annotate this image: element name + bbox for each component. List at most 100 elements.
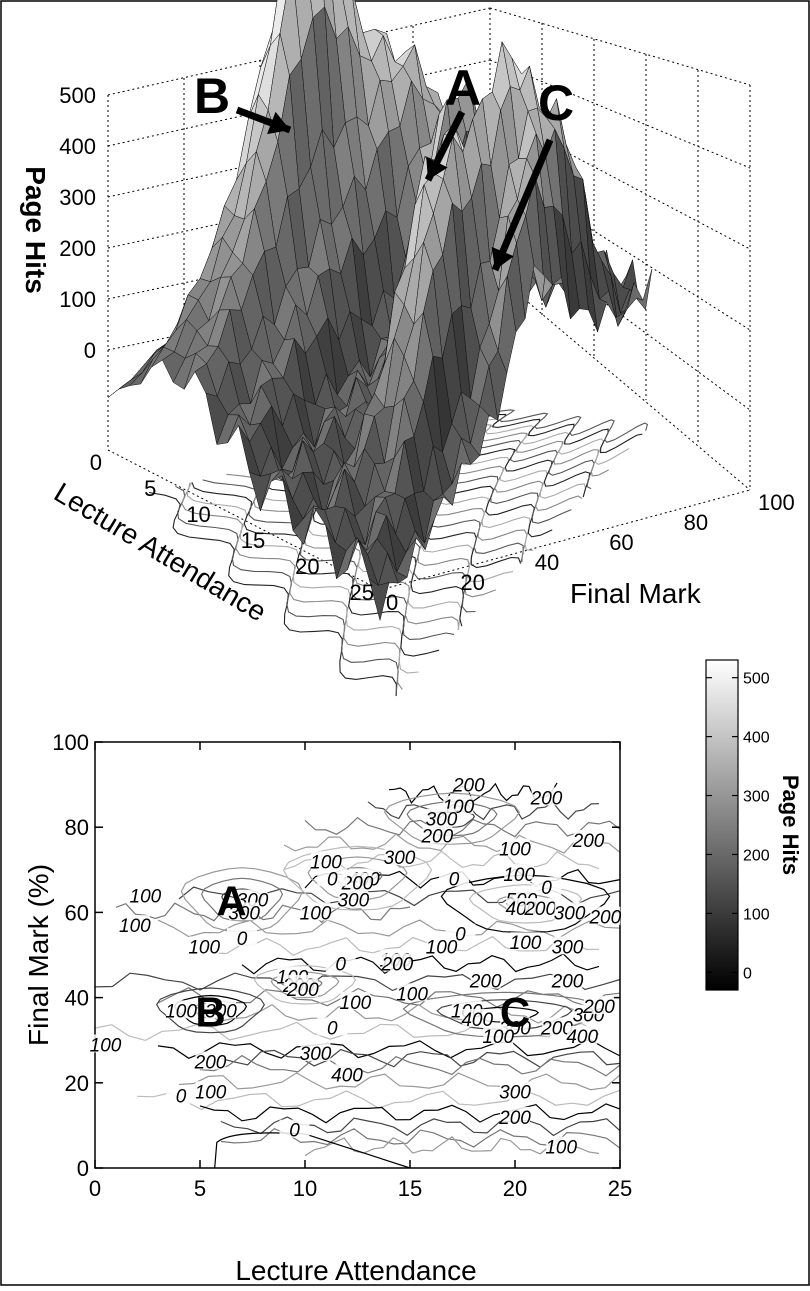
colorbar-label: Page Hits [778, 775, 803, 875]
contour-label: 200 [551, 972, 584, 993]
contour-label-bg [325, 953, 356, 972]
y-tick-label: 80 [65, 815, 89, 840]
contour-label-bg [300, 902, 331, 921]
colorbar-tick-label: 500 [743, 671, 770, 688]
contour-label: 100 [340, 993, 372, 1014]
contour-label-bg [384, 847, 415, 866]
contour-loop [180, 867, 304, 933]
contour-label-bg [554, 902, 585, 921]
annotation-label: A [216, 878, 246, 925]
contour-label: 300 [205, 1001, 237, 1022]
contour-labels: 2002001003002001002001003004002000010005… [90, 774, 622, 1159]
x-axis-3d: 0 5 10 15 20 25 [90, 450, 374, 605]
y-tick-label: 60 [65, 900, 89, 925]
contour-label-bg [590, 906, 621, 925]
contour-label-bg [573, 829, 604, 848]
floor-contour-line [181, 482, 403, 690]
contour-label: 200 [530, 788, 563, 809]
annotation-label: C [500, 988, 530, 1035]
contour-label: 100 [300, 903, 332, 924]
colorbar-ticks: 0 100 200 300 400 500 [706, 671, 770, 982]
contour-label: 300 [499, 1082, 531, 1103]
contour-label: 200 [469, 972, 502, 993]
contour-label-bg [397, 983, 428, 1002]
contour-label-bg [542, 1017, 572, 1036]
annotation-label-3d: B [194, 68, 230, 124]
contour-label-bg [382, 953, 413, 972]
contour-label-bg [195, 1081, 226, 1100]
contour-loop [436, 999, 573, 1031]
contour-label: 100 [503, 865, 535, 886]
contour-label-bg [279, 1119, 310, 1138]
y-tick-label-3d: 80 [684, 510, 708, 535]
contour-label-bg [525, 898, 556, 917]
contour-line [220, 1116, 621, 1137]
annotation-arrowhead [491, 246, 514, 270]
contour-label-bg [311, 851, 341, 870]
contour-label-bg [166, 1000, 197, 1019]
y-tick-label-3d: 20 [460, 570, 484, 595]
contour-label: 400 [461, 1010, 493, 1031]
contour-label-bg [500, 1081, 530, 1100]
z-axis-label: Page Hits [20, 166, 51, 294]
colorbar-tick-label: 300 [743, 789, 770, 806]
annotation-arrowhead [426, 156, 448, 180]
y-tick-label-3d: 0 [386, 590, 398, 615]
contour-label-bg [483, 1025, 514, 1044]
contour-label-bg [546, 1136, 577, 1155]
contour-label-bg [300, 1042, 331, 1061]
contour-label: 200 [381, 955, 414, 976]
contour-loop [383, 792, 521, 845]
contour-label: 200 [420, 827, 453, 848]
z-tick-label: 100 [59, 287, 96, 312]
x-tick-label: 5 [194, 1176, 206, 1201]
x-tick-label: 0 [89, 1176, 101, 1201]
contour-label-bg [422, 825, 453, 844]
floor-contour-line [186, 482, 419, 674]
contour-label: 200 [588, 908, 621, 929]
contour-label-bg [130, 885, 161, 904]
contour-label: 100 [545, 1138, 577, 1159]
contour-label: 0 [327, 1018, 338, 1039]
annotation-arrow [491, 138, 554, 272]
contour-label: 200 [498, 1108, 531, 1129]
contour-label-bg [340, 991, 371, 1010]
contour-label: 200 [523, 899, 556, 920]
contour-label: 300 [300, 1044, 332, 1065]
contour-label: 100 [310, 852, 342, 873]
contour-label: 200 [286, 980, 319, 1001]
contour-label-bg [510, 932, 541, 951]
contour-loop [200, 877, 284, 922]
contour-label: 100 [188, 937, 220, 958]
contour-label: 400 [566, 1027, 598, 1048]
y-tick-label: 100 [52, 730, 89, 755]
contour-label-bg [504, 864, 535, 883]
z-tick-label: 200 [59, 236, 96, 261]
y-tick-label-3d: 60 [609, 530, 633, 555]
contour-label: 100 [482, 1027, 514, 1048]
contour-y-axis-label: Final Mark (%) [23, 864, 54, 1046]
contour-label-bg [338, 889, 369, 908]
contour-loop [307, 856, 408, 901]
contour-axes-box [94, 741, 621, 1169]
contour-label-bg [462, 1008, 493, 1027]
contour-line [178, 1003, 579, 1024]
colorbar-tick-label: 200 [743, 847, 770, 864]
x-tick-label-3d: 10 [186, 502, 210, 527]
contour-label: 100 [119, 916, 151, 937]
contour-x-axis-label: Lecture Attendance [235, 1255, 476, 1286]
contour-label-bg [195, 1051, 226, 1070]
x-tick-label-3d: 15 [241, 528, 265, 553]
colorbar-tick-label: 0 [743, 965, 752, 982]
contour-label: 0 [541, 878, 552, 899]
contour-label-bg [227, 927, 257, 946]
floor-contour-line [440, 421, 609, 477]
surface-plot: 0 100 200 300 400 500 Page Hits 0 5 10 15 20 25 0 2… [20, 0, 795, 697]
contour-label: 200 [572, 831, 605, 852]
contour-label: 100 [165, 1001, 197, 1022]
x-tick-label: 20 [503, 1176, 527, 1201]
floor-contour-line [486, 409, 649, 443]
